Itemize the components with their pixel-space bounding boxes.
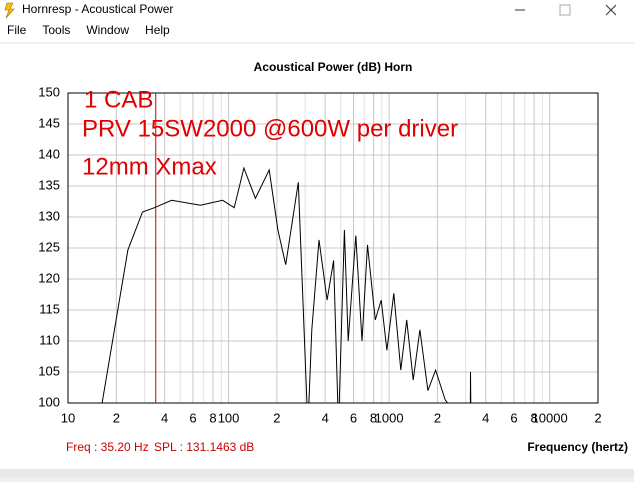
menu-item[interactable]: Help — [145, 23, 170, 37]
y-tick-label: 120 — [38, 270, 60, 285]
menu-item[interactable]: File — [7, 23, 27, 37]
y-tick-label: 140 — [38, 146, 60, 161]
y-tick-label: 130 — [38, 208, 60, 223]
y-tick-label: 145 — [38, 115, 60, 130]
y-tick-label: 110 — [39, 332, 60, 347]
title-bar — [0, 0, 634, 20]
y-tick-label: 115 — [39, 301, 60, 316]
y-tick-label: 150 — [38, 84, 60, 99]
close-button[interactable] — [605, 4, 617, 16]
status-freq: Freq : 35.20 Hz — [66, 440, 149, 454]
x-tick-label: 2 — [273, 410, 280, 425]
chart-title: Acoustical Power (dB) Horn — [254, 60, 413, 74]
x-tick-label: 4 — [161, 410, 168, 425]
y-tick-label: 100 — [38, 394, 60, 409]
x-tick-label: 8 — [209, 410, 216, 425]
plot-frame — [67, 92, 599, 404]
x-tick-label: 6 — [189, 410, 196, 425]
y-tick-label: 125 — [38, 239, 60, 254]
x-tick-label: 10 — [61, 410, 75, 425]
x-tick-label: 8 — [530, 410, 537, 425]
annotation: PRV 15SW2000 @600W per driver — [82, 115, 458, 142]
x-tick-label: 4 — [482, 410, 489, 425]
status-spl: SPL : 131.1463 dB — [154, 440, 254, 454]
app-icon — [4, 2, 15, 19]
x-tick-label: 8 — [370, 410, 377, 425]
y-tick-label: 105 — [38, 363, 60, 378]
window-title: Hornresp - Acoustical Power — [22, 2, 173, 16]
chart-area — [0, 44, 634, 469]
x-tick-label: 6 — [510, 410, 517, 425]
menu-item[interactable]: Window — [86, 23, 129, 37]
x-tick-label: 2 — [434, 410, 441, 425]
annotation: 1 CAB — [84, 86, 153, 113]
x-tick-label: 2 — [113, 410, 120, 425]
x-tick-label: 100 — [218, 410, 240, 425]
menu-bar — [0, 20, 634, 42]
bottom-strip — [0, 469, 634, 477]
x-axis-label: Frequency (hertz) — [527, 440, 628, 454]
maximize-button[interactable] — [559, 4, 571, 16]
y-tick-label: 135 — [38, 177, 60, 192]
menu-item[interactable]: Tools — [42, 23, 70, 37]
x-tick-label: 4 — [322, 410, 329, 425]
annotation: 12mm Xmax — [82, 153, 217, 180]
x-tick-label: 1000 — [375, 410, 404, 425]
response-line — [101, 166, 472, 403]
x-tick-label: 2 — [594, 410, 601, 425]
x-tick-label: 10000 — [532, 410, 568, 425]
x-tick-label: 6 — [350, 410, 357, 425]
